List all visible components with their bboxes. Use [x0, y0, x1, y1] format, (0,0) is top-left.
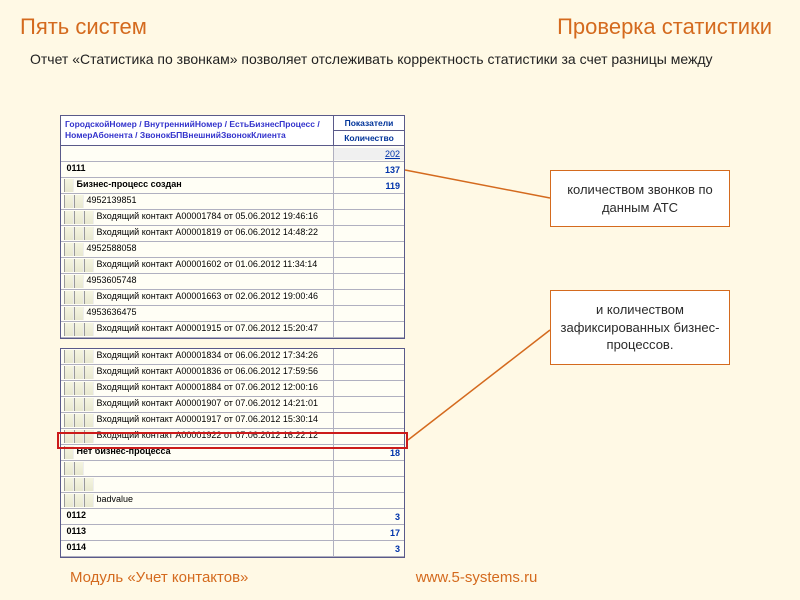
row-value	[334, 265, 404, 267]
row-label: Входящий контакт A00001907 от 07.06.2012…	[61, 397, 334, 412]
row-label: 4952588058	[61, 242, 334, 257]
table-row: Входящий контакт A00001884 от 07.06.2012…	[61, 381, 404, 397]
row-value	[334, 404, 404, 406]
table-row: badvalue	[61, 493, 404, 509]
table-row: Входящий контакт A00001602 от 01.06.2012…	[61, 258, 404, 274]
row-label: Входящий контакт A00001602 от 01.06.2012…	[61, 258, 334, 273]
row-label: 0112	[61, 509, 334, 524]
row-label: 4952139851	[61, 194, 334, 209]
row-label: Входящий контакт A00001663 от 02.06.2012…	[61, 290, 334, 305]
header-left-col: ГородскойНомер / ВнутреннийНомер / ЕстьБ…	[61, 116, 334, 145]
header-right-col: Показатели Количество	[334, 116, 404, 145]
table-row: Входящий контакт A00001915 от 07.06.2012…	[61, 322, 404, 338]
row-label: Входящий контакт A00001836 от 06.06.2012…	[61, 365, 334, 380]
table-row: Входящий контакт A00001836 от 06.06.2012…	[61, 365, 404, 381]
row-label: Входящий контакт A00001834 от 06.06.2012…	[61, 349, 334, 364]
row-value: 137	[334, 164, 404, 176]
table-row: Бизнес-процесс создан119	[61, 178, 404, 194]
table-body: Входящий контакт A00001834 от 06.06.2012…	[61, 349, 404, 557]
row-value	[334, 217, 404, 219]
table-row: Входящий контакт A00001663 от 02.06.2012…	[61, 290, 404, 306]
table-row: 202	[61, 146, 404, 162]
table-row: 4953605748	[61, 274, 404, 290]
row-label	[61, 461, 334, 476]
row-value	[334, 233, 404, 235]
row-value	[334, 500, 404, 502]
hdr-quantity: Количество	[334, 131, 404, 145]
row-value	[334, 201, 404, 203]
title-right: Проверка статистики	[557, 14, 772, 40]
row-value	[334, 484, 404, 486]
table-row: Входящий контакт A00001917 от 07.06.2012…	[61, 413, 404, 429]
row-label: 4953636475	[61, 306, 334, 321]
table-row: Входящий контакт A00001834 от 06.06.2012…	[61, 349, 404, 365]
table-body: 202 0111137 Бизнес-процесс создан119 495…	[61, 146, 404, 338]
row-value	[334, 420, 404, 422]
row-label: Входящий контакт A00001784 от 05.06.2012…	[61, 210, 334, 225]
title-left: Пять систем	[20, 14, 147, 40]
row-value	[334, 388, 404, 390]
table-row: Входящий контакт A00001907 от 07.06.2012…	[61, 397, 404, 413]
row-value	[334, 313, 404, 315]
report-table-top: ГородскойНомер / ВнутреннийНомер / ЕстьБ…	[60, 115, 405, 339]
table-row: 01143	[61, 541, 404, 557]
table-row: 0111137	[61, 162, 404, 178]
row-value: 202	[334, 148, 404, 160]
table-row: 4952139851	[61, 194, 404, 210]
table-row: 011317	[61, 525, 404, 541]
row-label: Входящий контакт A00001917 от 07.06.2012…	[61, 413, 334, 428]
row-label: 0114	[61, 541, 334, 556]
row-label: Входящий контакт A00001884 от 07.06.2012…	[61, 381, 334, 396]
row-label: 0111	[61, 162, 334, 177]
row-value: 17	[334, 527, 404, 539]
highlight-box	[57, 432, 408, 449]
row-value: 119	[334, 180, 404, 192]
row-value: 3	[334, 543, 404, 555]
callout-bp: и количеством зафиксированных бизнес-про…	[550, 290, 730, 365]
row-value	[334, 297, 404, 299]
table-row: 4952588058	[61, 242, 404, 258]
table-row: Входящий контакт A00001784 от 05.06.2012…	[61, 210, 404, 226]
slide-footer: Модуль «Учет контактов» www.5-systems.ru	[0, 569, 800, 586]
row-value: 3	[334, 511, 404, 523]
report-table-bottom: Входящий контакт A00001834 от 06.06.2012…	[60, 348, 405, 558]
row-value	[334, 281, 404, 283]
footer-left: Модуль «Учет контактов»	[70, 569, 416, 586]
row-value	[334, 356, 404, 358]
row-label: badvalue	[61, 493, 334, 508]
subtitle: Отчет «Статистика по звонкам» позволяет …	[0, 46, 800, 79]
table-row: 01123	[61, 509, 404, 525]
row-label: Входящий контакт A00001819 от 06.06.2012…	[61, 226, 334, 241]
slide-header: Пять систем Проверка статистики	[0, 0, 800, 46]
table-row: Входящий контакт A00001819 от 06.06.2012…	[61, 226, 404, 242]
table-row	[61, 477, 404, 493]
row-label: 0113	[61, 525, 334, 540]
row-value	[334, 249, 404, 251]
callout-ats: количеством звонков по данным АТС	[550, 170, 730, 227]
row-label: Входящий контакт A00001915 от 07.06.2012…	[61, 322, 334, 337]
row-value	[334, 329, 404, 331]
row-value	[334, 468, 404, 470]
hdr-indicators: Показатели	[334, 116, 404, 131]
table-row: 4953636475	[61, 306, 404, 322]
row-label	[61, 477, 334, 492]
table-header: ГородскойНомер / ВнутреннийНомер / ЕстьБ…	[61, 116, 404, 146]
row-label	[61, 146, 334, 161]
row-value	[334, 372, 404, 374]
row-label: Бизнес-процесс создан	[61, 178, 334, 193]
table-row	[61, 461, 404, 477]
row-label: 4953605748	[61, 274, 334, 289]
footer-right: www.5-systems.ru	[416, 569, 730, 586]
